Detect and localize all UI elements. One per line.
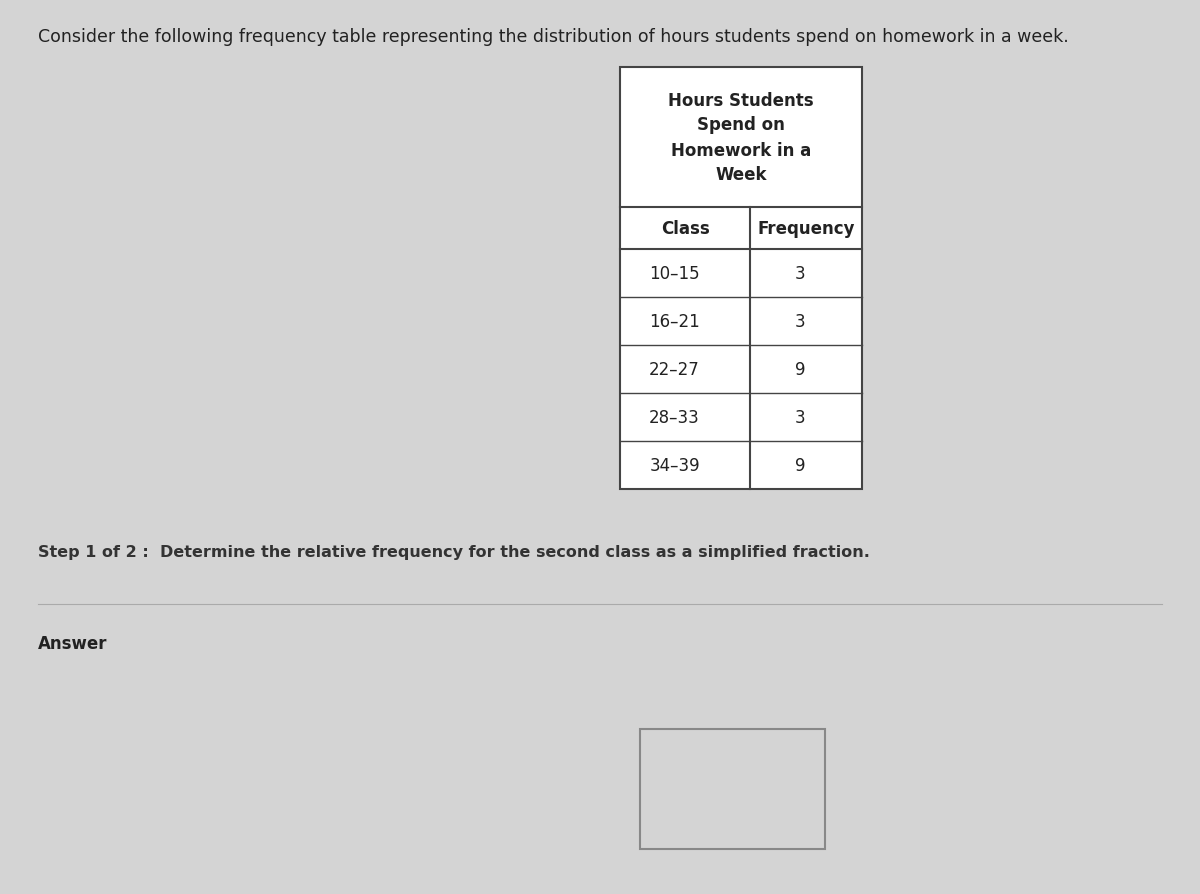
Text: 16–21: 16–21 <box>649 313 700 331</box>
Text: 3: 3 <box>796 409 805 426</box>
Text: 9: 9 <box>796 457 805 475</box>
Text: 3: 3 <box>796 313 805 331</box>
Bar <box>640 730 826 849</box>
Text: 34–39: 34–39 <box>649 457 700 475</box>
Text: Hours Students
Spend on
Homework in a
Week: Hours Students Spend on Homework in a We… <box>668 91 814 184</box>
Text: Step 1 of 2 :  Determine the relative frequency for the second class as a simpli: Step 1 of 2 : Determine the relative fre… <box>38 544 870 560</box>
Text: 22–27: 22–27 <box>649 360 700 378</box>
Text: 9: 9 <box>796 360 805 378</box>
Text: 10–15: 10–15 <box>649 265 700 283</box>
Bar <box>620 68 862 489</box>
Text: 28–33: 28–33 <box>649 409 700 426</box>
Text: Answer: Answer <box>38 634 108 653</box>
Text: Consider the following frequency table representing the distribution of hours st: Consider the following frequency table r… <box>38 28 1069 46</box>
Text: Frequency: Frequency <box>757 220 854 238</box>
Text: Class: Class <box>661 220 709 238</box>
Text: 3: 3 <box>796 265 805 283</box>
